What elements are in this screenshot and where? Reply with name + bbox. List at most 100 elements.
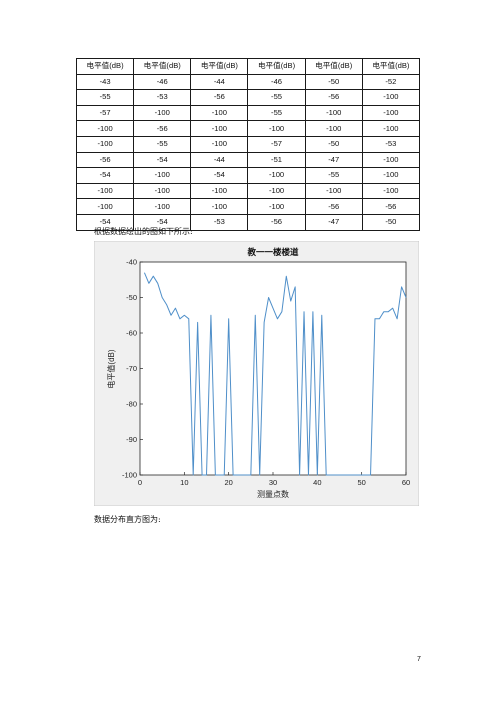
table-cell: -100: [190, 198, 249, 215]
table-row: -57 -100 -100 -55 -100 -100: [75, 104, 421, 122]
table-cell: -46: [133, 73, 192, 91]
line-chart: 教一一楼楼道 测量点数 电平值(dB) 0 10 20 30 40 50 60 -100 -90…: [93, 240, 420, 507]
table-header-cell: 电平值(dB): [361, 58, 421, 75]
y-tick-label: -90: [126, 435, 137, 444]
table-cell: -53: [133, 89, 192, 106]
table-cell: -50: [361, 213, 421, 231]
table-cell: -56: [361, 198, 421, 215]
x-tick-label: 20: [224, 478, 232, 487]
table-cell: -100: [361, 104, 421, 122]
table-cell: -100: [190, 182, 249, 200]
y-tick-label: -80: [126, 400, 137, 409]
table-cell: -100: [75, 198, 135, 215]
table-row: -100 -55 -100 -57 -50 -53: [75, 135, 421, 153]
table-cell: -57: [75, 104, 135, 122]
table-cell: -100: [361, 89, 421, 106]
table-row: -100 -100 -100 -100 -56 -56: [75, 198, 421, 215]
table-cell: -100: [304, 182, 363, 200]
table-cell: -100: [304, 120, 363, 137]
x-tick-label: 10: [180, 478, 188, 487]
x-tick-label: 60: [402, 478, 410, 487]
y-tick-label: -40: [126, 258, 137, 267]
table-cell: -56: [133, 120, 192, 137]
table-cell: -56: [75, 151, 135, 169]
table-cell: -51: [247, 151, 306, 169]
table-header-cell: 电平值(dB): [75, 58, 135, 75]
table-row: -100 -100 -100 -100 -100 -100: [75, 182, 421, 200]
table-cell: -43: [75, 73, 135, 91]
y-tick-label: -50: [126, 293, 137, 302]
table-cell: -54: [75, 213, 135, 231]
table-cell: -100: [133, 104, 192, 122]
table-row: -43 -46 -44 -46 -50 -52: [75, 73, 421, 91]
table-row: -56 -54 -44 -51 -47 -100: [75, 151, 421, 169]
data-table: 电平值(dB) 电平值(dB) 电平值(dB) 电平值(dB) 电平值(dB) 电平值(d…: [75, 58, 421, 231]
x-tick-label: 40: [313, 478, 321, 487]
x-tick-label: 30: [269, 478, 277, 487]
table-header-cell: 电平值(dB): [247, 58, 306, 75]
table-cell: -100: [361, 167, 421, 184]
table-cell: -55: [247, 104, 306, 122]
table-row: -54 -100 -54 -100 -55 -100: [75, 167, 421, 184]
plot-area: [139, 261, 407, 476]
table-cell: -53: [361, 135, 421, 153]
histogram-caption: 数据分布直方图为:: [94, 515, 161, 524]
table-cell: -100: [133, 182, 192, 200]
table-cell: -100: [133, 198, 192, 215]
table-cell: -100: [247, 182, 306, 200]
table-cell: -100: [361, 120, 421, 137]
table-cell: -56: [190, 89, 249, 106]
table-cell: -56: [247, 213, 306, 231]
table-cell: -100: [304, 104, 363, 122]
table-cell: -100: [361, 182, 421, 200]
table-cell: -54: [133, 213, 192, 231]
x-axis-label: 测量点数: [257, 489, 289, 499]
table-cell: -100: [247, 120, 306, 137]
table-cell: -55: [75, 89, 135, 106]
table-cell: -100: [133, 167, 192, 184]
table-cell: -47: [304, 213, 363, 231]
table-header-cell: 电平值(dB): [133, 58, 192, 75]
x-tick-label: 50: [357, 478, 365, 487]
table-cell: -44: [190, 73, 249, 91]
table-cell: -100: [75, 120, 135, 137]
table-header-cell: 电平值(dB): [190, 58, 249, 75]
table-cell: -100: [75, 182, 135, 200]
y-tick-label: -70: [126, 364, 137, 373]
axis-ticks: 0 10 20 30 40 50 60 -100 -90 -80 -70 -60 -50 -40: [122, 258, 410, 487]
table-header-cell: 电平值(dB): [304, 58, 363, 75]
table-cell: -55: [133, 135, 192, 153]
table-cell: -55: [247, 89, 306, 106]
table-cell: -100: [190, 120, 249, 137]
table-cell: -52: [361, 73, 421, 91]
table-cell: -46: [247, 73, 306, 91]
table-row: -100 -56 -100 -100 -100 -100: [75, 120, 421, 137]
table-cell: -50: [304, 73, 363, 91]
table-cell: -54: [133, 151, 192, 169]
table-cell: -56: [304, 198, 363, 215]
table-cell: -53: [190, 213, 249, 231]
table-body: -43 -46 -44 -46 -50 -52 -55 -53 -56 -55 -56 -100 -57…: [75, 73, 421, 231]
page-number: 7: [417, 656, 421, 663]
table-cell: -57: [247, 135, 306, 153]
y-axis-label: 电平值(dB): [106, 349, 116, 388]
table-header-row: 电平值(dB) 电平值(dB) 电平值(dB) 电平值(dB) 电平值(dB) 电平值(d…: [75, 58, 421, 75]
y-tick-label: -100: [122, 471, 137, 480]
table-cell: -56: [304, 89, 363, 106]
table-cell: -54: [190, 167, 249, 184]
table-cell: -50: [304, 135, 363, 153]
table-cell: -100: [361, 151, 421, 169]
table-cell: -100: [247, 167, 306, 184]
table-cell: -44: [190, 151, 249, 169]
table-row: -55 -53 -56 -55 -56 -100: [75, 89, 421, 106]
plot-caption: 根据数据绘出的图如下所示:: [94, 227, 193, 236]
table-cell: -54: [75, 167, 135, 184]
table-cell: -100: [190, 135, 249, 153]
table-row: -54 -54 -53 -56 -47 -50: [75, 213, 421, 231]
table-cell: -47: [304, 151, 363, 169]
table-cell: -100: [247, 198, 306, 215]
figure: 教一一楼楼道 测量点数 电平值(dB) 0 10 20 30 40 50 60 -100 -90…: [93, 240, 420, 507]
table-cell: -100: [190, 104, 249, 122]
chart-title: 教一一楼楼道: [246, 247, 299, 257]
series-line: [143, 272, 407, 476]
